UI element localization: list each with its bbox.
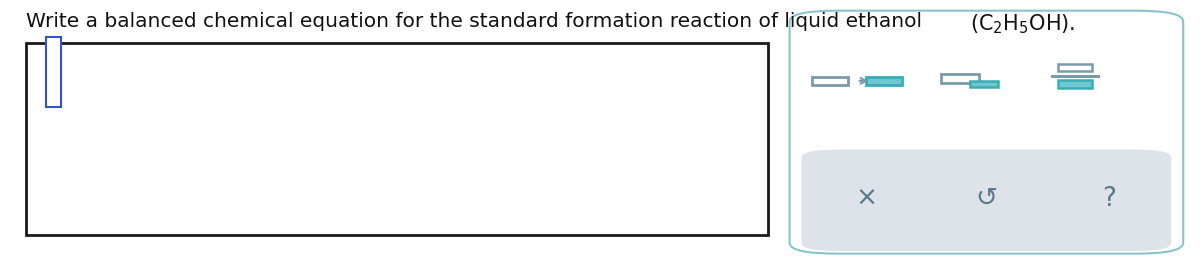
FancyBboxPatch shape xyxy=(1058,64,1092,71)
Text: ↺: ↺ xyxy=(976,186,997,212)
FancyBboxPatch shape xyxy=(812,77,848,85)
Text: ?: ? xyxy=(1102,186,1116,212)
FancyBboxPatch shape xyxy=(46,37,61,107)
Text: Write a balanced chemical equation for the standard formation reaction of liquid: Write a balanced chemical equation for t… xyxy=(26,12,929,31)
FancyBboxPatch shape xyxy=(802,150,1171,251)
FancyBboxPatch shape xyxy=(941,74,979,83)
FancyBboxPatch shape xyxy=(26,43,768,235)
FancyBboxPatch shape xyxy=(970,81,998,87)
Text: $\mathregular{(C_2H_5OH).}$: $\mathregular{(C_2H_5OH).}$ xyxy=(970,12,1075,36)
FancyBboxPatch shape xyxy=(866,77,902,85)
Text: ×: × xyxy=(856,186,877,212)
FancyBboxPatch shape xyxy=(790,11,1183,254)
FancyBboxPatch shape xyxy=(1058,80,1092,88)
